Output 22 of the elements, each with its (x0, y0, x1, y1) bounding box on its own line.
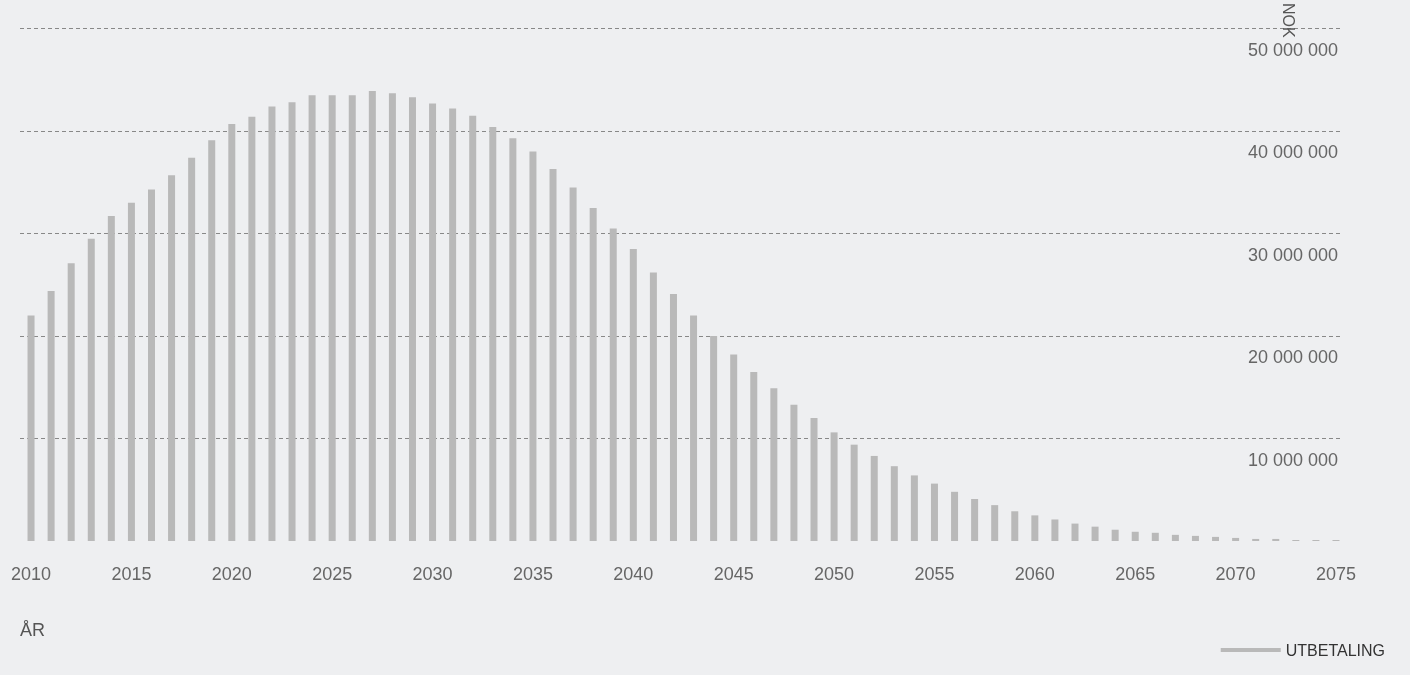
y-tick-label: 30 000 000 (1247, 244, 1338, 265)
x-tick-label: 2010 (11, 564, 52, 584)
legend-label: UTBETALING (1285, 641, 1386, 659)
x-tick-label: 2050 (814, 564, 855, 584)
y-axis-title: NOK (1279, 3, 1297, 38)
x-tick-label: 2075 (1315, 564, 1357, 584)
x-tick-label: 2025 (312, 564, 353, 584)
x-tick-label: 2030 (412, 564, 453, 584)
x-axis-title: ÅR (20, 620, 46, 640)
x-tick-label: 2045 (713, 564, 754, 584)
y-tick-label: 50 000 000 (1247, 39, 1338, 60)
x-tick-label: 2055 (914, 564, 955, 584)
x-tick-label: 2035 (512, 564, 553, 584)
x-tick-label: 2015 (111, 564, 152, 584)
x-tick-label: 2070 (1215, 564, 1256, 584)
x-tick-label: 2060 (1014, 564, 1055, 584)
y-tick-label: 10 000 000 (1247, 449, 1338, 470)
x-tick-label: 2020 (211, 564, 252, 584)
x-tick-label: 2065 (1115, 564, 1156, 584)
x-tick-label: 2040 (613, 564, 654, 584)
y-tick-label: 40 000 000 (1247, 142, 1338, 163)
y-tick-label: 20 000 000 (1247, 347, 1338, 368)
